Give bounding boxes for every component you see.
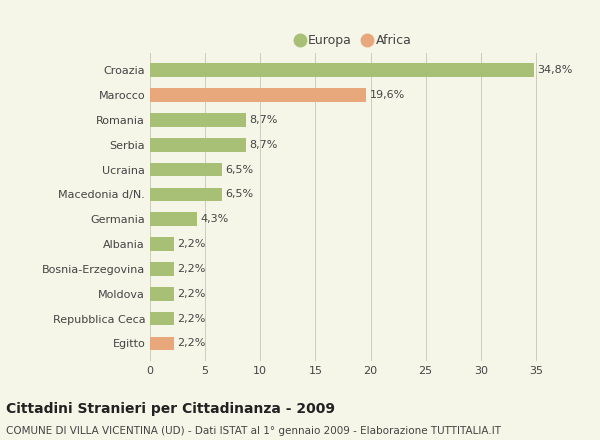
Text: 34,8%: 34,8% xyxy=(537,65,572,75)
Text: 8,7%: 8,7% xyxy=(249,115,278,125)
Text: 4,3%: 4,3% xyxy=(201,214,229,224)
Bar xyxy=(150,287,174,301)
Bar xyxy=(150,262,174,276)
Text: 6,5%: 6,5% xyxy=(225,189,253,199)
Text: Cittadini Stranieri per Cittadinanza - 2009: Cittadini Stranieri per Cittadinanza - 2… xyxy=(6,402,335,416)
Bar xyxy=(150,138,246,151)
Text: 2,2%: 2,2% xyxy=(178,314,206,323)
Bar xyxy=(150,88,366,102)
Bar xyxy=(150,337,174,350)
Bar xyxy=(150,237,174,251)
Text: COMUNE DI VILLA VICENTINA (UD) - Dati ISTAT al 1° gennaio 2009 - Elaborazione TU: COMUNE DI VILLA VICENTINA (UD) - Dati IS… xyxy=(6,425,501,436)
Bar xyxy=(150,163,221,176)
Text: 2,2%: 2,2% xyxy=(178,239,206,249)
Legend: Europa, Africa: Europa, Africa xyxy=(296,34,412,48)
Text: 8,7%: 8,7% xyxy=(249,140,278,150)
Text: 2,2%: 2,2% xyxy=(178,338,206,348)
Bar xyxy=(150,213,197,226)
Text: 2,2%: 2,2% xyxy=(178,289,206,299)
Bar xyxy=(150,113,246,127)
Bar xyxy=(150,312,174,326)
Bar xyxy=(150,187,221,201)
Text: 2,2%: 2,2% xyxy=(178,264,206,274)
Text: 19,6%: 19,6% xyxy=(370,90,404,100)
Text: 6,5%: 6,5% xyxy=(225,165,253,175)
Bar xyxy=(150,63,534,77)
